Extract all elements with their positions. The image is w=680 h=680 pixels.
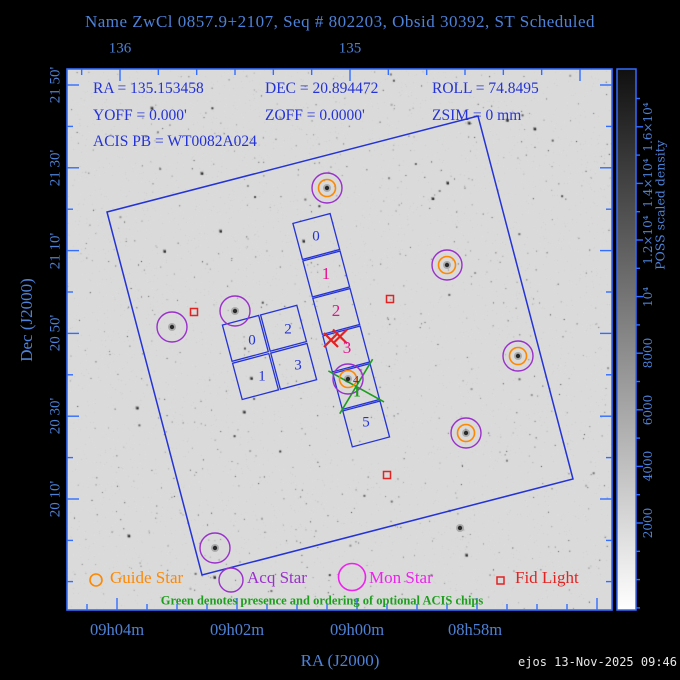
colorbar-tick-label: 4000 <box>641 451 655 482</box>
acis-s-chip-label: 5 <box>362 414 370 431</box>
top-tick-label: 135 <box>338 40 362 57</box>
legend-note: Green denotes presence and ordering of o… <box>160 593 484 608</box>
bottom-tick-label: 08h58m <box>447 620 503 639</box>
info-zsim: ZSIM = 0 mm <box>432 107 522 124</box>
left-tick-label: 20 10' <box>47 480 64 518</box>
legend-guide-star-label: Guide Star <box>110 568 184 587</box>
info-roll: ROLL = 74.8495 <box>432 80 539 97</box>
acis-i-chip-label: 2 <box>284 321 292 338</box>
acis-s-chip-label: 0 <box>312 228 320 245</box>
left-tick-label: 21 50' <box>47 66 64 104</box>
colorbar-tick-label: 1.2×10⁴ <box>641 215 655 265</box>
info-zoff: ZOFF = 0.0000' <box>265 107 365 124</box>
colorbar-wedge <box>616 68 643 611</box>
acis-i-chip-label: 1 <box>258 368 266 385</box>
legend-mon-star-label: Mon Star <box>369 568 433 587</box>
timestamp: ejos 13-Nov-2025 09:46 <box>518 655 677 669</box>
colorbar-tick-label: 10⁴ <box>641 286 655 307</box>
legend-fid-light-label: Fid Light <box>515 568 579 587</box>
bottom-tick-label: 09h00m <box>329 620 385 639</box>
acis-i-chip-label: 3 <box>294 357 302 374</box>
top-tick-label: 136 <box>108 40 132 57</box>
colorbar-tick-label: 6000 <box>641 394 655 426</box>
acis-i-chip-label: 0 <box>248 332 256 349</box>
info-ra: RA = 135.153458 <box>93 80 204 97</box>
acis-s-chip-label: 3 <box>342 338 352 357</box>
colorbar-tick-label: 8000 <box>641 337 655 369</box>
optional-chip-order-label: 1 <box>353 384 361 401</box>
acis-s-chip-label: 4 <box>353 372 359 387</box>
legend-acq-star-label: Acq Star <box>247 568 307 587</box>
left-tick-label: 21 30' <box>47 149 64 187</box>
info-dec: DEC = 20.894472 <box>265 80 379 97</box>
bottom-tick-label: 09h02m <box>209 620 265 639</box>
bottom-tick-label: 09h04m <box>89 620 145 639</box>
left-tick-label: 21 10' <box>47 232 64 269</box>
colorbar-tick-label: 1.4×10⁴ <box>641 158 655 208</box>
x-axis-label: RA (J2000) <box>300 651 380 670</box>
y-axis-label: Dec (J2000) <box>17 278 36 362</box>
info-acis-pb: ACIS PB = WT0082A024 <box>93 133 257 150</box>
page-title: Name ZwCl 0857.9+2107, Seq # 802203, Obs… <box>84 12 596 31</box>
left-tick-label: 20 50' <box>47 315 64 352</box>
left-tick-label: 20 30' <box>47 397 64 435</box>
colorbar-tick-label: 2000 <box>641 507 655 539</box>
colorbar-tick-label: 1.6×10⁴ <box>641 102 655 152</box>
acis-s-chip-label: 2 <box>331 301 341 320</box>
acis-s-chip-label: 1 <box>321 264 331 283</box>
info-yoff: YOFF = 0.000' <box>93 107 187 124</box>
